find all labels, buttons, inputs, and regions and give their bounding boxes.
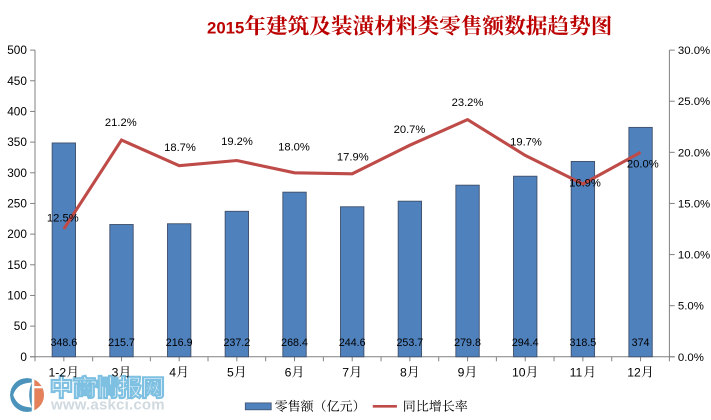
svg-text:8: 8: [400, 366, 407, 380]
svg-text:19.7%: 19.7%: [510, 137, 542, 149]
svg-text:5: 5: [227, 366, 234, 380]
svg-text:0.0%: 0.0%: [678, 352, 704, 364]
svg-text:4: 4: [169, 366, 176, 380]
svg-text:400: 400: [7, 104, 27, 118]
svg-text:300: 300: [7, 166, 27, 180]
svg-text:9: 9: [458, 366, 465, 380]
svg-text:374: 374: [632, 337, 650, 349]
svg-text:21.2%: 21.2%: [105, 117, 137, 129]
svg-text:253.7: 253.7: [396, 337, 423, 349]
svg-text:350: 350: [7, 135, 27, 149]
svg-text:450: 450: [7, 74, 27, 88]
svg-text:12: 12: [627, 366, 641, 380]
svg-text:237.2: 237.2: [223, 337, 250, 349]
svg-text:5.0%: 5.0%: [678, 301, 704, 313]
svg-text:268.4: 268.4: [281, 337, 308, 349]
svg-text:215.7: 215.7: [108, 337, 135, 349]
svg-text:18.0%: 18.0%: [278, 142, 310, 154]
svg-text:294.4: 294.4: [512, 337, 539, 349]
svg-text:20.7%: 20.7%: [394, 124, 426, 136]
svg-text:10.0%: 10.0%: [678, 250, 710, 262]
svg-text:30.0%: 30.0%: [678, 45, 710, 57]
svg-text:10: 10: [512, 366, 526, 380]
svg-text:12.5%: 12.5%: [47, 212, 79, 224]
svg-text:15.0%: 15.0%: [678, 198, 710, 210]
svg-text:23.2%: 23.2%: [452, 97, 484, 109]
svg-text:348.6: 348.6: [50, 337, 77, 349]
svg-text:2015: 2015: [207, 19, 244, 38]
svg-text:150: 150: [7, 258, 27, 272]
svg-text:20.0%: 20.0%: [627, 158, 659, 170]
svg-text:244.6: 244.6: [339, 337, 366, 349]
svg-text:7: 7: [342, 366, 349, 380]
svg-text:www.askci.com: www.askci.com: [50, 397, 165, 414]
svg-text:279.8: 279.8: [454, 337, 481, 349]
svg-text:0: 0: [20, 350, 27, 364]
svg-text:500: 500: [7, 43, 27, 57]
svg-text:16.9%: 16.9%: [569, 178, 601, 190]
svg-text:200: 200: [7, 227, 27, 241]
svg-text:318.5: 318.5: [570, 337, 597, 349]
svg-text:250: 250: [7, 196, 27, 210]
svg-text:100: 100: [7, 288, 27, 302]
svg-text:3: 3: [112, 366, 119, 380]
svg-text:25.0%: 25.0%: [678, 96, 710, 108]
svg-text:216.9: 216.9: [166, 337, 193, 349]
svg-text:50: 50: [14, 319, 28, 333]
svg-text:17.9%: 17.9%: [337, 152, 369, 164]
svg-text:19.2%: 19.2%: [221, 136, 253, 148]
svg-text:11: 11: [570, 366, 583, 380]
svg-text:20.0%: 20.0%: [678, 147, 710, 159]
svg-text:18.7%: 18.7%: [164, 142, 196, 154]
svg-text:6: 6: [285, 366, 292, 380]
svg-text:1-2: 1-2: [49, 366, 67, 380]
